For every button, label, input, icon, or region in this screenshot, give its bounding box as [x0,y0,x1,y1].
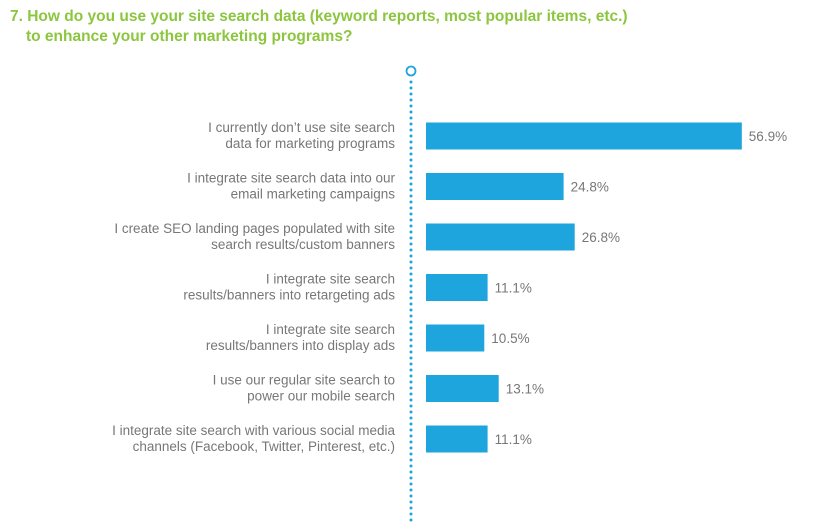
bar-4 [426,274,488,301]
category-label-6-line-2: power our mobile search [247,389,395,404]
category-label-4-line-2: results/banners into retargeting ads [183,288,395,303]
value-label-3: 26.8% [582,230,620,245]
value-label-7: 11.1% [495,432,532,447]
category-label-6-line-1: I use our regular site search to [213,373,395,388]
value-label-6: 13.1% [506,382,544,397]
category-label-1-line-2: data for marketing programs [225,136,395,151]
bar-6 [426,375,499,402]
category-label-4-line-1: I integrate site search [266,272,395,287]
value-label-4: 11.1% [495,281,532,296]
bar-2 [426,173,564,200]
category-label-2-line-1: I integrate site search data into our [187,171,395,186]
chart-title-line-1: 7. How do you use your site search data … [10,8,628,25]
category-label-7-line-2: channels (Facebook, Twitter, Pinterest, … [133,439,395,454]
chart-marks: 56.9% I currently don’t use site searchda… [112,120,787,454]
bar-1 [426,122,742,150]
chart-title-line-2: to enhance your other marketing programs… [26,28,353,45]
category-label-3-line-2: search results/custom banners [211,237,395,252]
value-label-2: 24.8% [571,180,609,195]
bar-3 [426,223,575,251]
category-label-2-line-2: email marketing campaigns [231,187,396,202]
axis-top-circle [405,65,417,77]
category-label-1-line-1: I currently don’t use site search [208,120,395,135]
category-label-5-line-2: results/banners into display ads [206,338,395,353]
bar-7 [426,425,488,453]
bar-5 [426,324,485,352]
value-label-5: 10.5% [491,331,529,346]
category-label-5-line-1: I integrate site search [266,322,395,337]
value-label-1: 56.9% [749,129,787,144]
chart-title: 7. How do you use your site search data … [10,7,810,47]
category-label-3-line-1: I create SEO landing pages populated wit… [114,221,395,236]
category-label-7-line-1: I integrate site search with various soc… [112,423,395,438]
